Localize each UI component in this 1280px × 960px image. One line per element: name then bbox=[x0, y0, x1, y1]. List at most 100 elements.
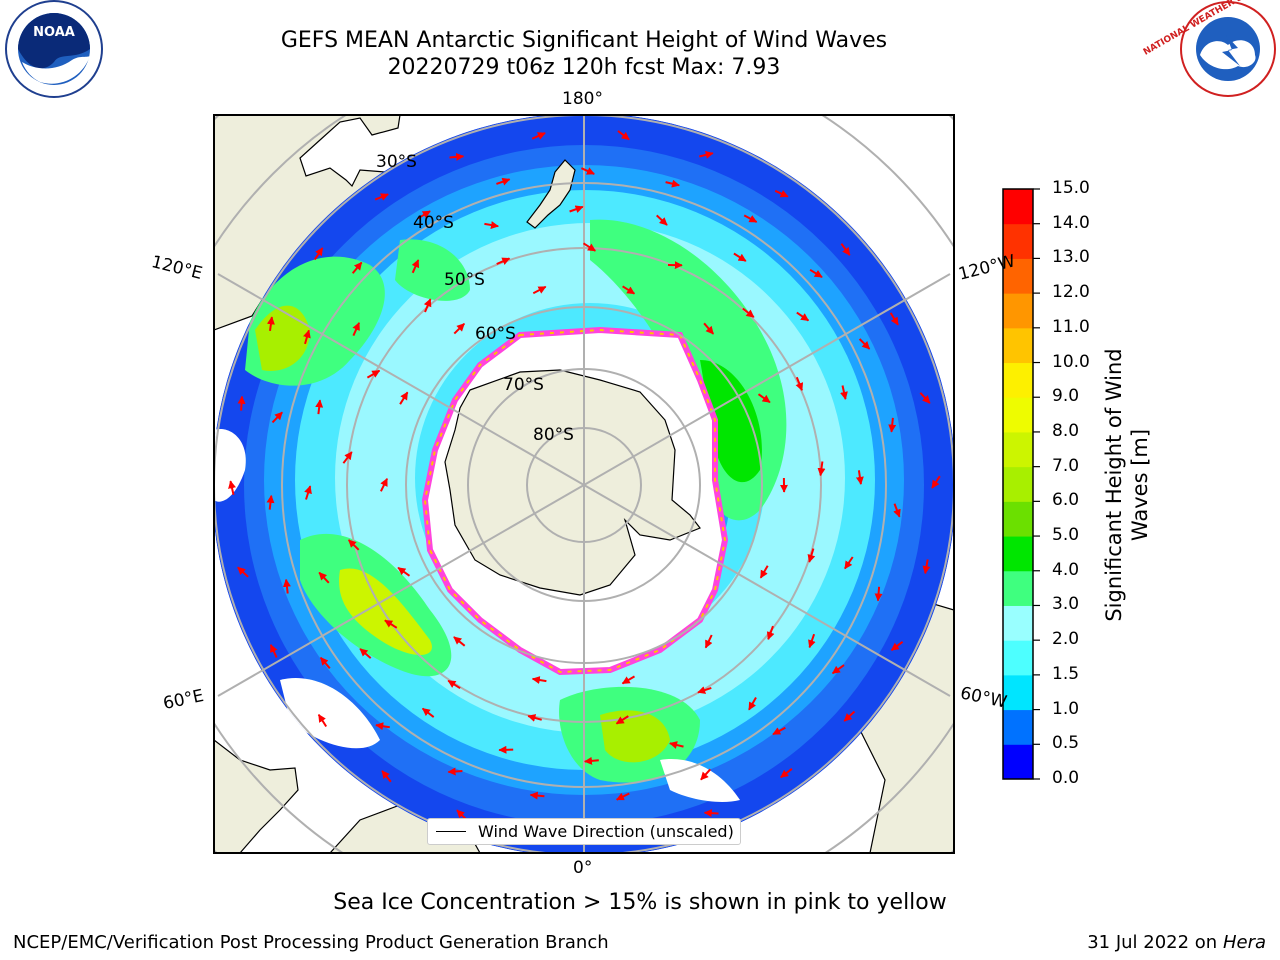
colorbar-label: Significant Height of Wind Waves [m] bbox=[1101, 325, 1153, 645]
wind-wave-arrow bbox=[621, 675, 636, 685]
wind-wave-arrow bbox=[399, 391, 409, 405]
wind-wave-arrow bbox=[889, 312, 899, 326]
wind-wave-arrow bbox=[384, 619, 398, 629]
wind-wave-arrow bbox=[584, 756, 599, 765]
colorbar-label-line2: Waves [m] bbox=[1128, 428, 1152, 542]
colorbar-segment bbox=[1003, 223, 1033, 259]
wind-wave-arrow bbox=[453, 322, 466, 335]
wind-wave-arrow bbox=[844, 556, 854, 570]
wind-wave-arrow bbox=[375, 722, 390, 731]
colorbar-segment bbox=[1003, 674, 1033, 711]
noaa-logo: NOAA bbox=[5, 0, 103, 98]
wind-wave-arrow bbox=[757, 393, 771, 404]
colorbar-segment bbox=[1003, 466, 1033, 502]
wind-wave-arrow bbox=[421, 707, 435, 718]
wind-wave-arrow bbox=[748, 697, 757, 711]
wind-wave-arrow bbox=[669, 741, 684, 749]
wind-wave-arrow bbox=[529, 791, 545, 800]
colorbar-segment bbox=[1003, 189, 1033, 225]
wind-wave-arrow bbox=[704, 634, 713, 649]
wind-wave-arrow bbox=[496, 257, 511, 265]
wind-wave-arrow bbox=[315, 399, 324, 415]
wind-wave-arrow bbox=[808, 633, 816, 649]
lat-label-50s: 50°S bbox=[444, 270, 485, 290]
map-border bbox=[213, 114, 955, 854]
wind-wave-arrow bbox=[380, 477, 388, 492]
wind-wave-arrow bbox=[699, 151, 714, 159]
colorbar-segment bbox=[1003, 570, 1033, 606]
wind-wave-arrow bbox=[423, 298, 432, 313]
credit-text: NCEP/EMC/Verification Post Processing Pr… bbox=[13, 932, 609, 953]
colorbar-tick-label: 14.0 bbox=[1052, 212, 1090, 233]
map-legend: Wind Wave Direction (unscaled) bbox=[427, 818, 741, 845]
wind-wave-arrow bbox=[453, 636, 466, 647]
colorbar-tick-label: 2.0 bbox=[1052, 629, 1080, 650]
wind-wave-arrow bbox=[374, 193, 389, 201]
wind-wave-arrow bbox=[840, 385, 848, 400]
host-name: Hera bbox=[1222, 932, 1266, 953]
lat-label-40s: 40°S bbox=[413, 213, 454, 233]
wind-wave-arrow bbox=[858, 338, 871, 350]
wind-wave-arrow bbox=[317, 714, 328, 728]
wind-wave-arrow bbox=[703, 322, 715, 335]
colorbar-segment bbox=[1003, 431, 1033, 468]
wind-wave-arrow bbox=[527, 714, 542, 722]
wind-wave-arrow bbox=[496, 177, 511, 186]
wind-wave-arrow bbox=[237, 566, 249, 578]
wind-wave-arrow bbox=[697, 686, 712, 694]
wind-wave-arrow bbox=[282, 578, 291, 594]
colorbar-tick-label: 11.0 bbox=[1052, 316, 1090, 337]
wind-wave-arrow bbox=[303, 329, 311, 345]
colorbar-tick-label: 7.0 bbox=[1052, 455, 1080, 476]
wind-wave-arrow bbox=[580, 167, 595, 175]
colorbar-tick-label: 10.0 bbox=[1052, 351, 1090, 372]
wind-wave-arrow bbox=[228, 480, 236, 496]
wind-wave-arrow bbox=[582, 242, 596, 252]
wind-wave-arrow bbox=[411, 259, 420, 274]
wind-wave-arrow bbox=[381, 770, 392, 783]
colorbar-tick-label: 12.0 bbox=[1052, 282, 1090, 303]
wind-wave-arrow bbox=[351, 261, 363, 274]
wind-wave-arrow bbox=[313, 247, 324, 261]
legend-label: Wind Wave Direction (unscaled) bbox=[478, 822, 734, 841]
antarctica bbox=[444, 369, 701, 596]
wind-wave-arrow bbox=[352, 322, 361, 337]
colorbar-segment bbox=[1003, 709, 1033, 745]
wind-wave-arrow bbox=[266, 494, 275, 510]
wind-wave-arrow bbox=[319, 656, 331, 669]
wind-wave-arrow bbox=[703, 809, 719, 818]
wind-wave-arrow bbox=[733, 252, 747, 262]
lon-label-180: 180° bbox=[562, 89, 603, 109]
wind-wave-arrow bbox=[795, 376, 804, 392]
sea-ice-note: Sea Ice Concentration > 15% is shown in … bbox=[333, 890, 947, 915]
wind-wave-arrow bbox=[342, 451, 353, 464]
wind-wave-arrow bbox=[237, 395, 246, 411]
wind-wave-arrow bbox=[656, 214, 668, 226]
wind-wave-arrow bbox=[855, 470, 864, 485]
wind-wave-arrow bbox=[318, 571, 330, 584]
wind-wave-arrow bbox=[615, 715, 629, 725]
wind-wave-arrow bbox=[772, 726, 786, 736]
wind-wave-arrow bbox=[531, 132, 546, 140]
colorbar-tick-label: 5.0 bbox=[1052, 525, 1080, 546]
wind-wave-arrow bbox=[417, 210, 431, 220]
colorbar-tick-label: 3.0 bbox=[1052, 594, 1080, 615]
chart-title: GEFS MEAN Antarctic Significant Height o… bbox=[280, 28, 888, 53]
lat-label-30s: 30°S bbox=[376, 152, 417, 172]
wind-wave-arrow bbox=[617, 130, 630, 141]
wind-wave-arrow bbox=[774, 189, 789, 198]
wind-wave-arrow bbox=[484, 221, 499, 229]
colorbar-tick-label: 4.0 bbox=[1052, 559, 1080, 580]
wind-wave-arrow bbox=[888, 417, 897, 433]
colorbar-tick-label: 0.0 bbox=[1052, 768, 1080, 788]
colorbar-segment bbox=[1003, 258, 1033, 294]
lat-label-70s: 70°S bbox=[503, 375, 544, 395]
wind-wave-arrow bbox=[359, 648, 372, 659]
colorbar-tick-label: 6.0 bbox=[1052, 490, 1080, 511]
wind-wave-arrow bbox=[742, 307, 755, 318]
wind-wave-arrow bbox=[766, 625, 775, 641]
svg-text:NOAA: NOAA bbox=[33, 25, 75, 40]
colorbar-segment bbox=[1003, 327, 1033, 364]
date-text: 31 Jul 2022 on Hera bbox=[1087, 932, 1266, 953]
